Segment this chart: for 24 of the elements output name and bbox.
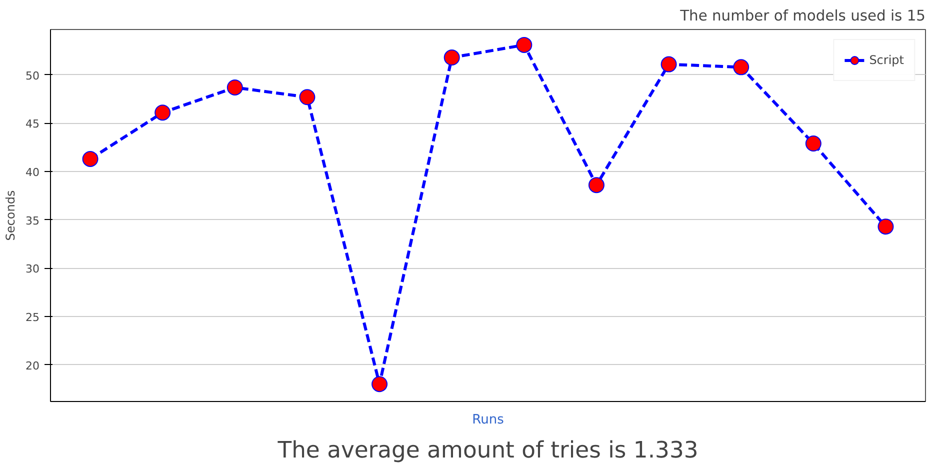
point xyxy=(154,104,171,121)
y-tick-label: 20 xyxy=(26,359,40,372)
point xyxy=(805,136,822,152)
y-tick-label: 30 xyxy=(26,262,40,276)
point xyxy=(588,177,604,194)
y-tick-label: 45 xyxy=(26,118,40,131)
y-tick-label: 35 xyxy=(26,214,40,228)
point xyxy=(660,56,677,72)
text: The average amount of tries is 1.333 xyxy=(276,438,698,464)
point xyxy=(444,50,460,66)
legend-label: Script xyxy=(869,53,904,67)
y-tick-label: 50 xyxy=(26,69,40,82)
y-tick-label: 25 xyxy=(26,310,40,324)
point xyxy=(516,36,532,53)
point xyxy=(372,376,388,392)
x-axis-title: Runs xyxy=(472,412,504,428)
point xyxy=(733,59,750,76)
point xyxy=(82,150,98,167)
point xyxy=(878,218,894,235)
point xyxy=(299,89,316,106)
chart-title: The number of models used is 15 xyxy=(679,8,926,24)
point xyxy=(226,79,243,96)
y-tick-label: 40 xyxy=(26,166,40,180)
y-axis-title: Seconds xyxy=(4,190,18,241)
